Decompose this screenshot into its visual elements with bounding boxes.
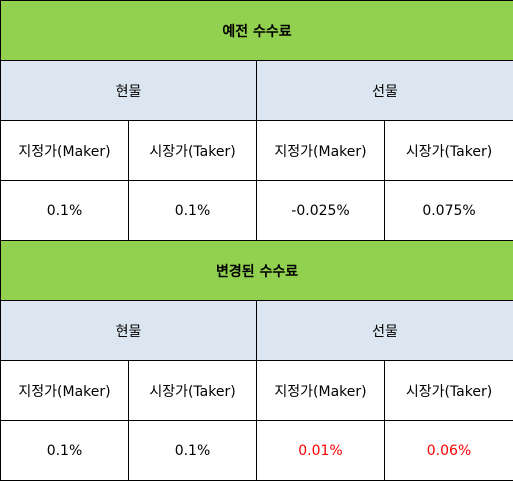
spot-maker-header: 지정가(Maker) (0, 360, 129, 421)
market-row: 현물 선물 (0, 60, 513, 121)
spot-maker-fee: 0.1% (0, 420, 129, 481)
futures-maker-fee: -0.025% (256, 180, 385, 241)
old-fee-table: 예전 수수료 현물 선물 지정가(Maker) 시장가(Taker) 지정가(M… (0, 0, 513, 241)
spot-taker-header: 시장가(Taker) (128, 360, 257, 421)
spot-maker-fee: 0.1% (0, 180, 129, 241)
old-fee-title: 예전 수수료 (0, 0, 513, 61)
title-row: 예전 수수료 (0, 0, 513, 61)
spot-taker-fee: 0.1% (128, 180, 257, 241)
value-row: 0.1% 0.1% 0.01% 0.06% (0, 420, 513, 481)
futures-header: 선물 (255, 60, 513, 121)
spot-taker-header: 시장가(Taker) (128, 120, 257, 181)
spot-maker-header: 지정가(Maker) (0, 120, 129, 181)
market-row: 현물 선물 (0, 300, 513, 361)
futures-taker-fee: 0.075% (383, 180, 513, 241)
futures-taker-header: 시장가(Taker) (383, 120, 513, 181)
column-header-row: 지정가(Maker) 시장가(Taker) 지정가(Maker) 시장가(Tak… (0, 360, 513, 421)
spot-taker-fee: 0.1% (128, 420, 257, 481)
column-header-row: 지정가(Maker) 시장가(Taker) 지정가(Maker) 시장가(Tak… (0, 120, 513, 181)
futures-maker-header: 지정가(Maker) (256, 120, 385, 181)
title-row: 변경된 수수료 (0, 240, 513, 301)
futures-taker-header: 시장가(Taker) (383, 360, 513, 421)
futures-maker-header: 지정가(Maker) (256, 360, 385, 421)
futures-taker-fee-changed: 0.06% (383, 420, 513, 481)
spot-header: 현물 (0, 300, 257, 361)
futures-maker-fee-changed: 0.01% (256, 420, 385, 481)
value-row: 0.1% 0.1% -0.025% 0.075% (0, 180, 513, 241)
futures-header: 선물 (255, 300, 513, 361)
spot-header: 현물 (0, 60, 257, 121)
new-fee-table: 변경된 수수료 현물 선물 지정가(Maker) 시장가(Taker) 지정가(… (0, 240, 513, 481)
new-fee-title: 변경된 수수료 (0, 240, 513, 301)
